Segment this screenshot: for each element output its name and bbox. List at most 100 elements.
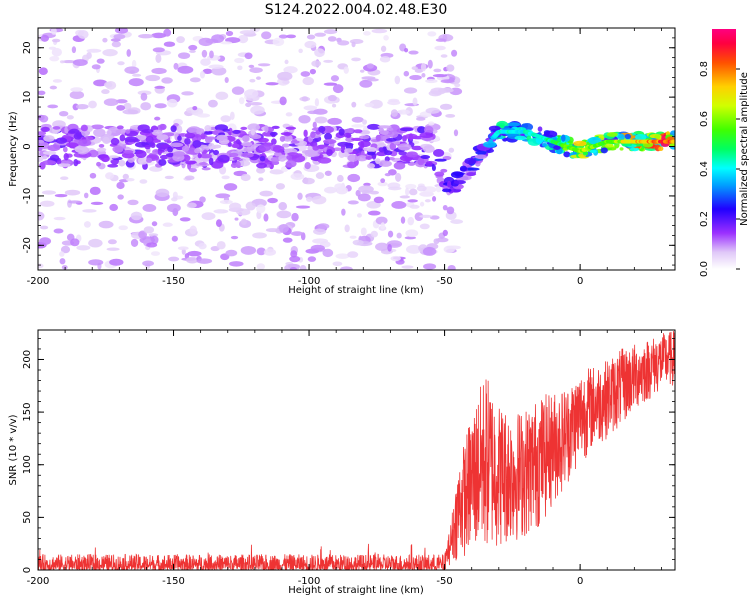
noise-blob [59,251,65,257]
noise-blob [142,204,157,212]
noise-blob [347,251,359,258]
spectrogram-ytick-label: 10 [22,91,33,104]
ridge-blob [145,135,154,144]
noise-blob [198,37,213,47]
ridge-blob [150,142,156,148]
noise-blob [405,244,422,254]
noise-blob [315,172,325,180]
noise-blob [278,34,288,39]
noise-blob [60,176,69,181]
noise-blob [442,229,448,237]
noise-blob [258,177,264,182]
noise-blob [261,31,272,40]
noise-blob [164,175,174,180]
noise-blob [200,58,211,66]
noise-blob [403,70,410,77]
ridge-blob [537,126,543,132]
spectrogram-ytick-label: 20 [22,41,33,54]
ridge-blob [39,142,50,150]
noise-blob [249,78,256,83]
noise-blob [38,90,46,96]
noise-blob [150,251,161,256]
ridge-blob [617,133,625,141]
noise-blob [171,235,178,242]
noise-blob [401,265,414,269]
noise-blob [229,111,235,120]
spectrogram-ytick-label: 0 [22,143,33,149]
noise-blob [440,79,455,84]
ridge-blob [52,126,61,130]
ridge-blob [377,125,392,129]
ridge-blob [541,142,548,147]
noise-blob [363,31,371,36]
ridge-blob [514,135,527,141]
ridge-blob [166,140,172,144]
noise-blob [211,34,225,43]
snr-series-line [38,331,675,570]
ridge-blob [204,125,212,132]
ridge-blob [110,137,120,146]
noise-blob [96,58,105,64]
noise-blob [201,49,208,58]
ridge-blob [271,125,280,130]
noise-blob [450,219,464,224]
ridge-blob [170,125,177,133]
noise-blob [102,49,118,57]
noise-blob [123,102,132,110]
ridge-blob [318,125,326,133]
ridge-blob [453,180,466,185]
noise-blob [140,102,152,111]
noise-blob [289,266,297,270]
noise-blob [109,203,119,212]
noise-blob [425,107,440,114]
noise-blob [53,216,66,221]
spectrogram-xtick-label: 0 [577,276,583,287]
noise-blob [351,116,364,123]
ridge-blob [271,138,277,145]
ridge-blob [543,130,558,138]
noise-blob [216,241,226,250]
noise-blob [40,34,49,42]
ridge-blob [62,146,68,153]
noise-blob [188,167,197,173]
ridge-blob [397,143,412,151]
noise-blob [117,194,124,200]
snr-xlabel: Height of straight line (km) [288,585,424,596]
noise-blob [334,183,346,190]
ridge-blob [419,132,434,139]
ridge-blob [433,149,445,157]
noise-blob [101,89,110,95]
noise-blob [352,239,364,246]
ridge-blob [488,125,501,132]
noise-blob [51,47,62,57]
spectrogram-xtick-label: -100 [298,276,321,287]
ridge-blob [411,145,423,151]
noise-blob [440,54,448,58]
noise-blob [151,32,167,39]
noise-blob [154,85,166,89]
ridge-blob [232,156,241,161]
ridge-blob [192,140,202,148]
ridge-blob [323,139,337,145]
snr-ylabel: SNR (10 * v/v) [8,414,19,485]
noise-blob [443,245,455,254]
noise-blob [189,77,201,83]
noise-blob [122,173,129,180]
ridge-blob [135,150,147,159]
ridge-blob [65,142,79,148]
snr-ytick-label: 0 [22,567,33,573]
ridge-blob [232,129,241,135]
noise-blob [267,197,278,204]
noise-blob [327,117,342,125]
noise-blob [223,183,238,191]
noise-blob [390,255,401,262]
noise-blob [127,199,139,206]
noise-blob [125,178,135,182]
noise-blob [252,232,267,239]
snr-panel: -200 -150 -100 -50 0 0 50 100 150 200 Height of s… [8,329,676,596]
noise-blob [154,116,161,121]
noise-blob [300,71,311,77]
noise-blob [256,167,266,174]
ridge-blob [474,154,487,160]
